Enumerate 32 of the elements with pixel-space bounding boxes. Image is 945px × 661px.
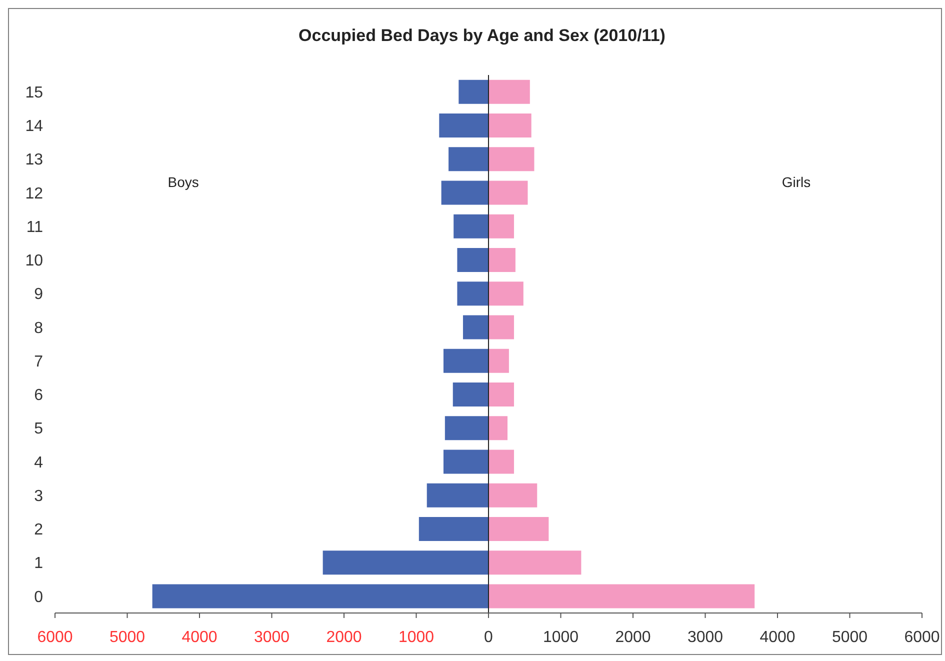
y-tick-label: 0	[34, 588, 44, 606]
y-tick-label: 10	[25, 252, 44, 270]
y-tick-label: 9	[34, 286, 44, 304]
x-tick-label: 1000	[542, 629, 579, 646]
y-tick-label: 14	[25, 118, 44, 136]
y-tick-label: 3	[34, 488, 44, 505]
text: Girls	[780, 174, 812, 190]
x-tick-label: 6000	[37, 629, 73, 646]
x-tick-label: 0	[484, 629, 494, 646]
x-tick-label: 6000	[904, 629, 940, 646]
x-tick-label: 3000	[687, 629, 724, 646]
x-tick-label: 4000	[182, 629, 218, 646]
y-tick-label: 7	[34, 353, 44, 370]
y-tick-label: 8	[34, 320, 44, 337]
y-tick-label: 13	[25, 152, 44, 169]
y-tick-label: 4	[34, 454, 44, 472]
y-tick-label: 2	[34, 522, 44, 539]
x-tick-label: 5000	[109, 629, 146, 646]
x-tick-label: 2000	[326, 629, 362, 646]
y-tick-label: 15	[25, 84, 44, 102]
y-tick-label: 1	[34, 555, 44, 572]
x-tick-label: 1000	[398, 629, 434, 646]
y-tick-label: 6	[34, 387, 44, 404]
chart-title: Occupied Bed Days by Age and Sex (2010/11)	[298, 26, 666, 46]
x-tick-label: 2000	[615, 629, 651, 646]
y-tick-label: 12	[25, 185, 44, 202]
x-tick-label: 5000	[832, 629, 868, 646]
x-tick-label: 4000	[760, 629, 796, 646]
text: Boys	[166, 174, 200, 190]
y-tick-label: 11	[26, 218, 44, 236]
x-tick-label: 3000	[254, 629, 290, 646]
y-tick-label: 5	[34, 420, 44, 438]
